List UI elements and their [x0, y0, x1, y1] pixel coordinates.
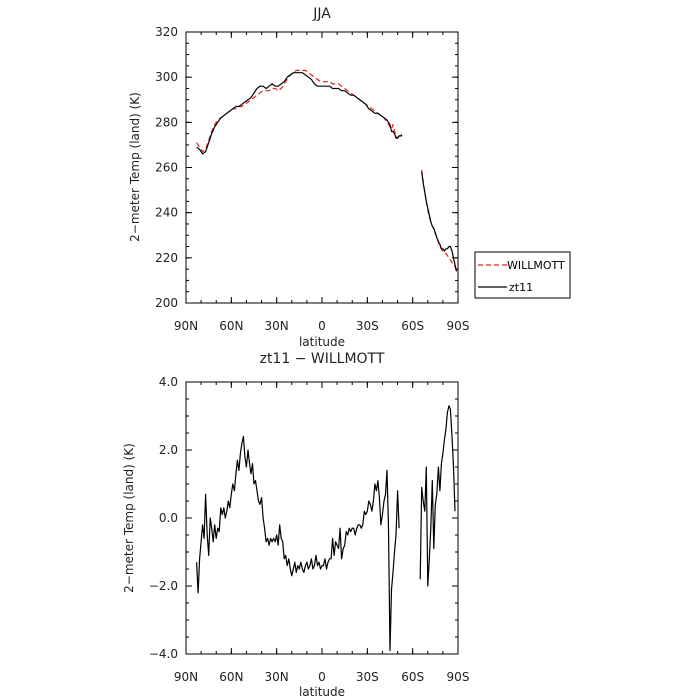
- series-group: [196, 405, 456, 652]
- x-tick-labels: 90N 60N 30N 0 30S 60S 90S: [174, 670, 470, 684]
- y-tick-label: 320: [155, 25, 178, 39]
- series-line-zt11: [421, 171, 458, 272]
- series-line-willmott: [421, 169, 457, 270]
- y-axis-label: 2−meter Temp (land) (K): [122, 443, 136, 593]
- y-tick-label: −2.0: [149, 579, 178, 593]
- plot-frame: [185, 381, 459, 655]
- y-tick-label: 200: [155, 296, 178, 310]
- plot-frame: [185, 31, 459, 304]
- legend-label-zt11: zt11: [509, 281, 533, 294]
- x-axis-label: latitude: [299, 335, 345, 349]
- series-line-difference: [419, 405, 456, 587]
- y-tick-label: 280: [155, 115, 178, 129]
- y-tick-label: 0.0: [159, 511, 178, 525]
- x-tick-label: 30N: [265, 319, 289, 333]
- y-tick-labels: 200 220 240 260 280 300 320: [155, 25, 178, 310]
- x-tick-label: 90S: [447, 670, 470, 684]
- x-tick-label: 0: [318, 319, 326, 333]
- x-tick-label: 30S: [356, 670, 379, 684]
- y-axis-label: 2−meter Temp (land) (K): [128, 92, 142, 242]
- y-tick-label: 220: [155, 251, 178, 265]
- x-axis-label: latitude: [299, 685, 345, 699]
- x-tick-label: 60N: [219, 670, 243, 684]
- x-tick-label: 90S: [447, 319, 470, 333]
- x-tick-label: 90N: [174, 319, 198, 333]
- x-tick-label: 30S: [356, 319, 379, 333]
- y-tick-label: 240: [155, 206, 178, 220]
- series-line-difference: [196, 435, 400, 652]
- legend: WILLMOTT zt11: [474, 251, 571, 299]
- y-tick-label: 2.0: [159, 443, 178, 457]
- y-tick-label: 260: [155, 161, 178, 175]
- x-tick-label: 0: [318, 670, 326, 684]
- x-tick-label: 60N: [219, 319, 243, 333]
- y-tick-label: −4.0: [149, 647, 178, 661]
- series-group: [196, 69, 458, 272]
- temperature-panel: JJA 200 220 240 260 280 300 320 90N 60N 30N 0 30S 6…: [128, 6, 469, 349]
- tick-group: [185, 381, 459, 655]
- panel-title: JJA: [312, 6, 331, 22]
- tick-group: [185, 31, 459, 304]
- x-tick-label: 60S: [401, 670, 424, 684]
- y-tick-label: 4.0: [159, 375, 178, 389]
- series-line-zt11: [196, 72, 403, 155]
- y-tick-labels: −4.0 −2.0 0.0 2.0 4.0: [149, 375, 178, 661]
- difference-panel: zt11 − WILLMOTT −4.0 −2.0 0.0 2.0 4.0 90N 60N…: [122, 351, 469, 699]
- legend-label-willmott: WILLMOTT: [507, 259, 565, 272]
- y-tick-label: 300: [155, 70, 178, 84]
- x-tick-label: 60S: [401, 319, 424, 333]
- x-tick-labels: 90N 60N 30N 0 30S 60S 90S: [174, 319, 470, 333]
- panel-title: zt11 − WILLMOTT: [260, 351, 385, 367]
- x-tick-label: 90N: [174, 670, 198, 684]
- legend-box: [474, 251, 571, 299]
- x-tick-label: 30N: [265, 670, 289, 684]
